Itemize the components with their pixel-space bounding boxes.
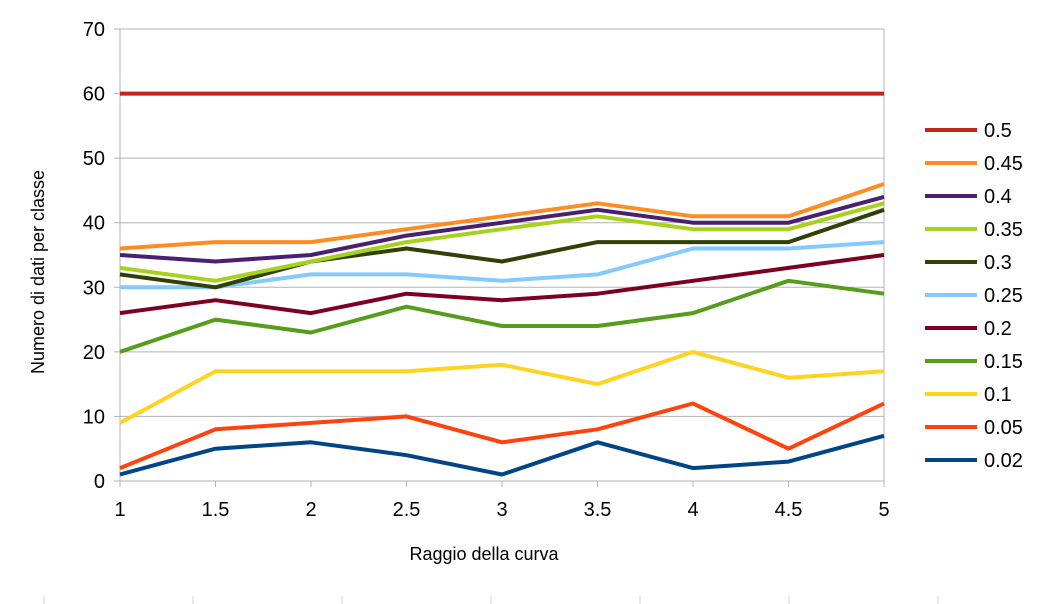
series-line-0.25 [120,240,885,290]
x-tick-label: 3 [496,499,507,521]
x-tick-label: 1 [114,499,125,521]
series-line-0.35 [119,201,885,283]
series-line-0.1 [119,349,885,425]
y-tick-label: 40 [83,213,105,235]
x-axis-ticks: 1 1.5 2 2.5 3 3.5 4 4.5 5 [114,481,890,521]
y-tick-label: 10 [83,406,105,428]
series-lines [119,91,885,477]
legend-label: 0.2 [984,318,1012,340]
legend-label: 0.25 [984,285,1023,307]
legend-label: 0.15 [984,351,1023,373]
series-line-0.05 [119,401,885,470]
y-tick-label: 50 [83,148,105,170]
x-axis-label: Raggio della curva [409,544,559,564]
series-line-0.2 [119,253,885,316]
legend-label: 0.4 [984,186,1012,208]
y-tick-label: 60 [83,84,105,106]
legend-label: 0.05 [984,417,1023,439]
x-tick-label: 1.5 [202,499,230,521]
x-tick-label: 4.5 [775,499,803,521]
legend-label: 0.3 [984,252,1012,274]
x-tick-label: 4 [687,499,698,521]
series-line-0.02 [119,433,885,477]
series-line-0.45 [119,182,885,251]
legend-label: 0.02 [984,450,1023,472]
bottom-ruler-marks [43,596,939,604]
series-line-0.15 [119,278,885,354]
legend-label: 0.45 [984,153,1023,175]
y-tick-label: 70 [83,19,105,41]
series-line-0.4 [119,194,885,264]
y-axis-label: Numero di dati per classe [28,170,48,374]
legend-label: 0.5 [984,120,1012,142]
y-tick-label: 30 [83,277,105,299]
x-tick-label: 2 [305,499,316,521]
y-tick-label: 20 [83,342,105,364]
x-tick-label: 5 [878,499,889,521]
x-tick-label: 2.5 [393,499,421,521]
axes [119,29,885,482]
legend: 0.5 0.45 0.4 0.35 0.3 0.25 0.2 0.15 0.1 0.05 0.02 [925,120,1023,472]
legend-label: 0.35 [984,219,1023,241]
x-tick-label: 3.5 [584,499,612,521]
y-axis-ticks: 0 10 20 30 40 50 60 70 [83,19,120,493]
legend-label: 0.1 [984,384,1012,406]
y-tick-label: 0 [94,471,105,493]
series-line-0.3 [119,207,885,290]
